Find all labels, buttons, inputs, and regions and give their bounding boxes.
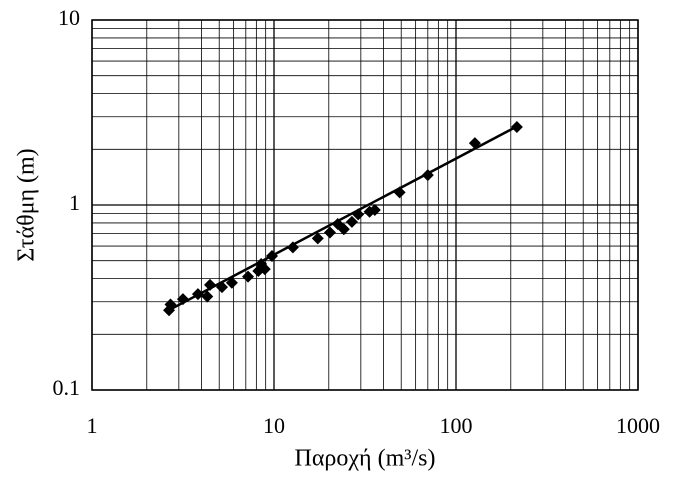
data-point: [311, 232, 324, 245]
data-point: [216, 281, 229, 294]
fit-line: [165, 126, 516, 313]
plot-frame: [91, 19, 639, 391]
y-tick-label: 1: [69, 190, 80, 215]
x-tick-label: 1: [87, 413, 98, 438]
x-tick-label: 1000: [616, 413, 660, 438]
data-point: [286, 241, 299, 254]
x-tick-label: 10: [263, 413, 285, 438]
data-point: [393, 186, 406, 199]
data-point: [225, 276, 238, 289]
data-point: [258, 263, 271, 276]
data-point: [204, 278, 217, 291]
y-tick-label: 0.1: [53, 375, 81, 400]
data-point: [468, 137, 481, 150]
y-tick-label: 10: [58, 5, 80, 30]
data-point: [242, 270, 255, 283]
x-axis-label: Παροχή (m³/s): [295, 446, 436, 472]
y-axis-label: Στάθμη (m): [14, 148, 40, 261]
x-tick-label: 100: [440, 413, 473, 438]
data-point: [337, 223, 350, 236]
data-point: [510, 121, 523, 134]
data-point: [265, 250, 278, 263]
data-point: [176, 293, 189, 306]
data-point: [323, 226, 336, 239]
data-point: [368, 203, 381, 216]
data-point: [201, 290, 214, 303]
data-point: [345, 215, 358, 228]
data-point: [421, 169, 434, 182]
data-point: [191, 288, 204, 301]
data-point: [164, 298, 177, 311]
data-point: [352, 208, 365, 221]
